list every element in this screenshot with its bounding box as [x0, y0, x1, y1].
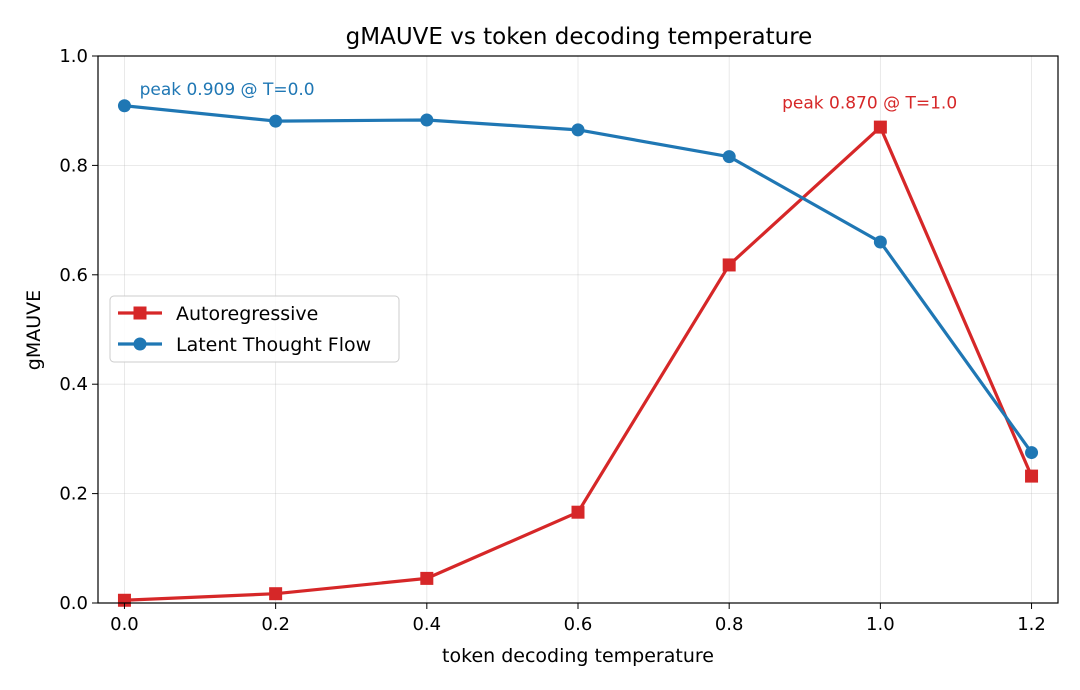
x-tick-label: 0.0 [110, 614, 139, 635]
y-tick-label: 0.2 [59, 484, 88, 505]
y-tick-label: 0.0 [59, 593, 88, 614]
series-latent-thought-flow [117, 99, 1039, 460]
data-point-circle [420, 113, 434, 127]
series-layer [117, 99, 1039, 607]
data-point-circle [873, 235, 887, 249]
x-tick-label: 0.6 [564, 614, 593, 635]
legend-marker-circle [133, 337, 147, 351]
legend-item: Autoregressive [118, 303, 318, 325]
x-tick-label: 1.0 [866, 614, 895, 635]
chart-title: gMAUVE vs token decoding temperature [346, 24, 813, 50]
annotations: peak 0.909 @ T=0.0 peak 0.870 @ T=1.0 [140, 80, 958, 114]
y-axis-title: gMAUVE [23, 290, 45, 370]
data-point-circle [571, 123, 585, 137]
data-point-square [722, 258, 736, 272]
legend-label: Autoregressive [176, 303, 318, 325]
legend-label: Latent Thought Flow [176, 334, 371, 356]
data-point-square [420, 571, 434, 585]
data-point-square [1025, 469, 1039, 483]
data-point-square [873, 120, 887, 134]
x-tick-label: 0.4 [412, 614, 441, 635]
axis-ticks: 0.0 0.2 0.4 0.6 0.8 1.0 1.2 0.0 0.2 0.4 0.6 0.8 1.0 [59, 46, 1046, 635]
data-point-square [571, 505, 585, 519]
y-tick-label: 1.0 [59, 46, 88, 67]
x-tick-label: 0.8 [715, 614, 744, 635]
data-point-square [269, 587, 283, 601]
peak-annotation: peak 0.909 @ T=0.0 [140, 80, 315, 100]
legend: Autoregressive Latent Thought Flow [109, 295, 400, 363]
y-tick-label: 0.8 [59, 155, 88, 176]
data-point-circle [269, 114, 283, 128]
x-axis-title: token decoding temperature [442, 645, 714, 667]
legend-item: Latent Thought Flow [118, 334, 371, 356]
y-tick-label: 0.6 [59, 265, 88, 286]
data-point-circle [1025, 446, 1039, 460]
data-point-circle [722, 150, 736, 164]
legend-box [109, 295, 400, 363]
x-tick-label: 1.2 [1017, 614, 1046, 635]
peak-annotation: peak 0.870 @ T=1.0 [782, 93, 957, 113]
data-point-circle [117, 99, 131, 113]
legend-marker-square [133, 306, 147, 320]
y-tick-label: 0.4 [59, 374, 88, 395]
x-tick-label: 0.2 [261, 614, 290, 635]
